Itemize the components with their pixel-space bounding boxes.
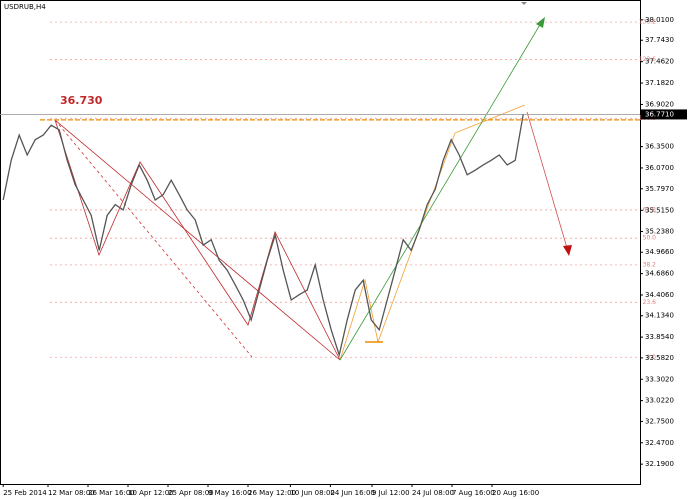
fib-label: 138.2 xyxy=(639,19,656,26)
y-tick-label: 33.3020 xyxy=(645,375,674,383)
green-arrow xyxy=(536,17,545,28)
y-tick-label: 35.7970 xyxy=(645,185,674,193)
y-tick-label: 35.5150 xyxy=(645,206,674,214)
x-tick-label: 24 Jun 16:00 xyxy=(330,489,374,497)
y-tick-label: 36.3500 xyxy=(645,143,674,151)
y-tick-label: 37.4620 xyxy=(645,58,674,66)
drawings xyxy=(54,2,572,361)
y-tick-label: 32.1900 xyxy=(645,460,674,468)
y-tick-label: 37.7430 xyxy=(645,36,674,44)
y-tick-label: 37.1820 xyxy=(645,79,674,87)
red-zigzag xyxy=(54,119,341,361)
y-tick-label: 32.4700 xyxy=(645,439,674,447)
y-tick-label: 33.5820 xyxy=(645,354,674,362)
x-tick-label: 9 Jul 12:00 xyxy=(372,489,410,497)
x-tick-label: 10 Jun 08:00 xyxy=(290,489,334,497)
y-tick-label: 36.0700 xyxy=(645,164,674,172)
y-tick-label: 34.1340 xyxy=(645,312,674,320)
price-line xyxy=(2,114,524,358)
current-price-label: 36.7710 xyxy=(645,110,674,118)
x-tick-label: 9 May 16:00 xyxy=(208,489,252,497)
red-trend xyxy=(54,119,341,361)
x-tick-label: 25 Feb 2014 xyxy=(3,489,47,497)
x-tick-label: 10 Apr 12:00 xyxy=(128,489,174,497)
current-price-box xyxy=(641,109,687,120)
x-tick-label: 12 Mar 08:00 xyxy=(48,489,95,497)
y-tick-label: 36.9020 xyxy=(645,100,674,108)
x-tick-label: 24 Jul 08:00 xyxy=(412,489,454,497)
plot-frame xyxy=(0,0,641,485)
y-tick-label: 38.0100 xyxy=(645,16,674,24)
y-tick-label: 35.2380 xyxy=(645,227,674,235)
chart-title: USDRUB,H4 xyxy=(4,3,46,11)
fib-label: 61.8 xyxy=(643,206,657,213)
y-tick-label: 34.6860 xyxy=(645,270,674,278)
y-tick-label: 33.8540 xyxy=(645,333,674,341)
x-tick-label: 20 Aug 16:00 xyxy=(492,489,539,497)
fib-label: 23.6 xyxy=(643,299,657,306)
red-arrow xyxy=(563,245,572,256)
y-tick-label: 32.7500 xyxy=(645,417,674,425)
green-projection xyxy=(339,22,542,361)
x-tick-label: 26 Mar 16:00 xyxy=(88,489,135,497)
y-tick-label: 34.9660 xyxy=(645,248,674,256)
fib-label: 50.0 xyxy=(643,235,657,242)
fib-label: 0.0 xyxy=(646,354,656,361)
red-projection xyxy=(526,111,568,249)
fib-label: 38.2 xyxy=(643,261,657,268)
y-tick-label: 33.0220 xyxy=(645,397,674,405)
fib-label: 123.6 xyxy=(639,56,656,63)
x-tick-label: 7 Aug 16:00 xyxy=(452,489,495,497)
annotation: 36.730 xyxy=(60,94,103,107)
x-tick-label: 25 Apr 08:00 xyxy=(168,489,214,497)
y-tick-label: 34.4060 xyxy=(645,291,674,299)
shift-marker xyxy=(521,2,527,5)
x-tick-label: 26 May 12:00 xyxy=(248,489,296,497)
